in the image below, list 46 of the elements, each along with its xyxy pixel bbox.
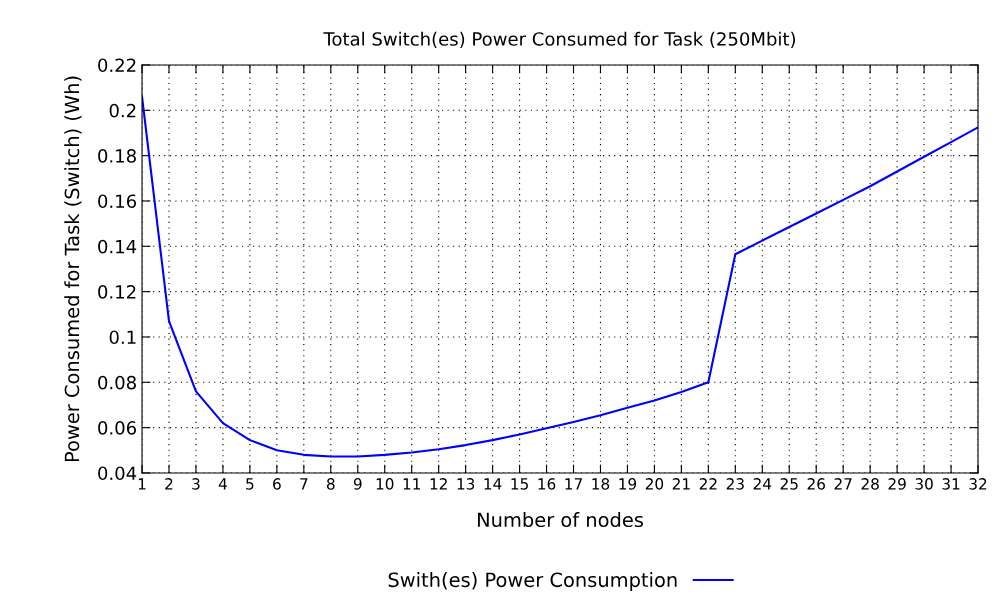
x-tick-label: 12 bbox=[430, 478, 447, 490]
x-tick-label: 23 bbox=[726, 478, 744, 490]
x-tick-label: 17 bbox=[565, 478, 582, 490]
x-tick-label: 30 bbox=[915, 478, 933, 490]
x-tick-label: 15 bbox=[511, 478, 528, 490]
x-tick-label: 14 bbox=[484, 478, 502, 490]
x-tick-label: 19 bbox=[619, 478, 637, 490]
x-axis-title: Number of nodes bbox=[478, 512, 644, 528]
y-tick-label: 0.04 bbox=[98, 466, 137, 481]
x-tick-label: 8 bbox=[326, 478, 335, 490]
x-tick-label: 22 bbox=[699, 478, 717, 490]
x-tick-label: 18 bbox=[592, 478, 610, 490]
y-tick-label: 0.2 bbox=[109, 103, 136, 118]
x-tick-label: 6 bbox=[273, 478, 281, 490]
x-tick-label: 25 bbox=[780, 478, 798, 490]
y-tick-label: 0.1 bbox=[109, 330, 136, 345]
x-tick-label: 24 bbox=[753, 478, 772, 490]
legend-label: Swith(es) Power Consumption bbox=[388, 572, 677, 591]
x-tick-label: 32 bbox=[969, 478, 987, 490]
x-tick-label: 29 bbox=[888, 478, 906, 490]
x-tick-label: 16 bbox=[538, 478, 556, 490]
x-tick-label: 5 bbox=[246, 478, 254, 490]
y-tick-label: 0.12 bbox=[98, 285, 136, 299]
y-tick-label: 0.06 bbox=[98, 421, 137, 435]
y-tick-label: 0.08 bbox=[98, 375, 136, 390]
x-tick-label: 3 bbox=[192, 478, 200, 490]
y-tick-label: 0.14 bbox=[98, 239, 137, 254]
x-tick-label: 11 bbox=[403, 478, 421, 490]
x-tick-label: 26 bbox=[807, 478, 825, 490]
x-tick-label: 2 bbox=[165, 478, 173, 490]
x-tick-label: 1 bbox=[138, 478, 146, 490]
x-tick-label: 7 bbox=[300, 478, 308, 490]
y-axis-title: Power Consumed for Task (Switch) (Wh) bbox=[64, 76, 82, 462]
x-tick-label: 21 bbox=[672, 478, 690, 490]
y-tick-label: 0.16 bbox=[98, 194, 137, 209]
x-tick-label: 28 bbox=[861, 478, 879, 490]
x-tick-label: 13 bbox=[457, 478, 475, 490]
y-tick-label: 0.18 bbox=[98, 149, 136, 163]
x-tick-label: 4 bbox=[218, 478, 227, 490]
x-tick-label: 10 bbox=[376, 478, 394, 490]
y-tick-label: 0.22 bbox=[98, 58, 136, 73]
x-tick-label: 9 bbox=[353, 478, 362, 490]
chart-title: Total Switch(es) Power Consumed for Task (250Mbit) bbox=[323, 31, 796, 48]
x-tick-label: 27 bbox=[834, 478, 852, 490]
x-tick-label: 20 bbox=[645, 478, 664, 490]
x-tick-label: 31 bbox=[942, 478, 960, 490]
